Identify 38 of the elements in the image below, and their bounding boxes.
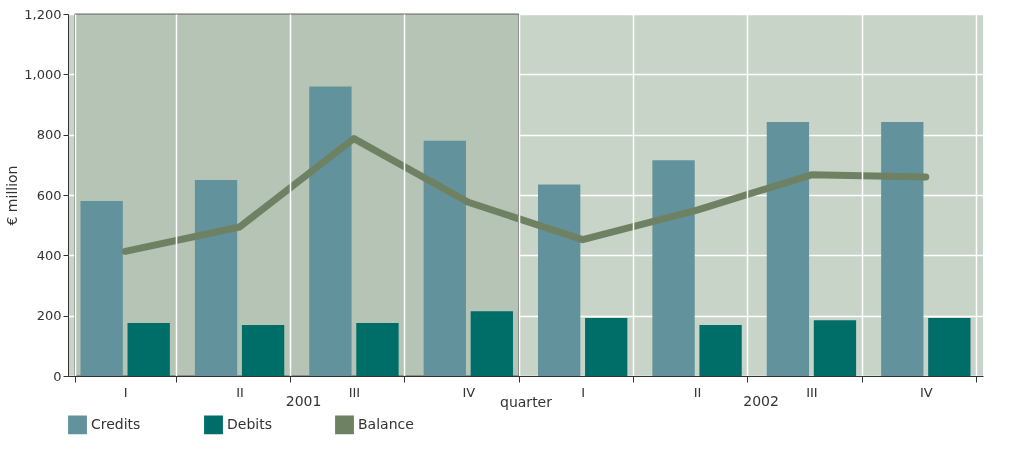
x-tick-label: III	[806, 384, 818, 400]
bar	[309, 86, 352, 376]
bar	[470, 311, 513, 376]
bar	[194, 179, 238, 376]
y-tick-label: 1,200	[24, 6, 62, 22]
bar	[699, 325, 742, 376]
bar	[356, 322, 399, 376]
text: 2002	[743, 393, 779, 409]
y-tick-label: 600	[36, 187, 62, 203]
y-tick-label: 200	[36, 308, 62, 324]
y-axis-title: € million	[4, 165, 21, 226]
legend-label: Debits	[227, 415, 272, 432]
y-tick-label: 400	[36, 247, 62, 263]
y-tick-label: 800	[36, 127, 62, 143]
x-tick-label: IV	[462, 384, 476, 400]
bar	[928, 318, 971, 376]
x-tick-label: IV	[919, 384, 933, 400]
x-tick-label: I	[581, 384, 586, 400]
x-axis-title: quarter	[500, 393, 553, 410]
y-tick-label: 0	[53, 368, 62, 384]
bar	[766, 122, 810, 376]
x-tick-label: I	[123, 384, 128, 400]
bar	[813, 320, 857, 376]
y-tick-label: 1,000	[24, 66, 62, 82]
x-tick-label: II	[236, 384, 244, 400]
x-tick-label: II	[693, 384, 702, 400]
bar	[241, 325, 285, 376]
text: 2001	[285, 393, 322, 409]
bar	[585, 318, 628, 376]
bar	[652, 160, 695, 376]
bar	[80, 201, 123, 376]
legend-label: Credits	[91, 415, 141, 432]
x-tick-label: III	[348, 384, 361, 400]
bar	[127, 322, 170, 376]
bar	[423, 140, 466, 376]
bar	[538, 184, 581, 376]
bar	[881, 122, 924, 376]
legend-label: Balance	[358, 415, 414, 432]
